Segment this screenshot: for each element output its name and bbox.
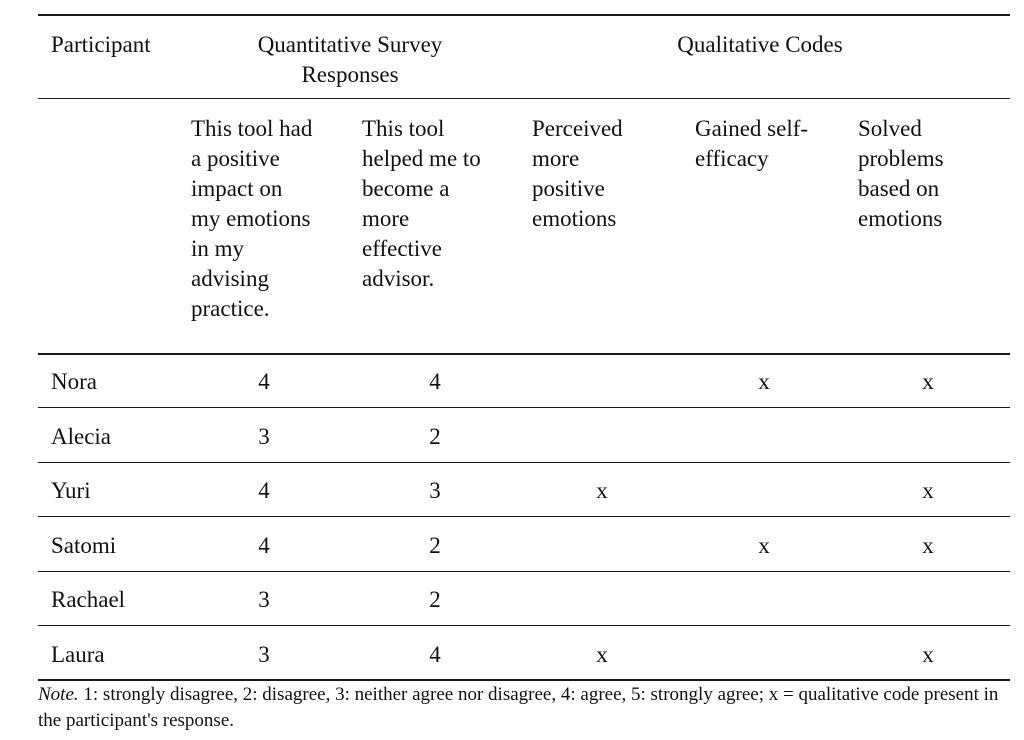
cell-code-self-efficacy: x <box>758 369 770 394</box>
cell-q2: 3 <box>429 478 441 503</box>
cell-q1: 3 <box>258 424 270 449</box>
row-name: Rachael <box>51 587 126 612</box>
note-text: 1: strongly disagree, 2: disagree, 3: ne… <box>38 684 999 731</box>
cell-q1: 4 <box>258 533 270 558</box>
row-name: Yuri <box>51 478 91 503</box>
row-name: Laura <box>51 642 105 667</box>
subheader-perceived-positive-emotions: Perceived more positive emotions <box>532 116 623 231</box>
table-top-rule <box>38 14 1010 16</box>
header-rule <box>38 98 1010 99</box>
subheader-effective-advisor: This tool helped me to become a more eff… <box>362 116 481 291</box>
cell-q1: 4 <box>258 478 270 503</box>
row-rule <box>38 462 1010 463</box>
cell-code-positive-emotions: x <box>596 478 608 503</box>
note-label: Note. <box>38 684 79 705</box>
table-note: Note. 1: strongly disagree, 2: disagree,… <box>38 682 1013 734</box>
header-qualitative-group: Qualitative Codes <box>677 32 843 57</box>
row-rule <box>38 571 1010 572</box>
row-rule <box>38 625 1010 626</box>
cell-code-solved-problems: x <box>922 478 934 503</box>
cell-q2: 2 <box>429 587 441 612</box>
cell-code-solved-problems: x <box>922 642 934 667</box>
row-name: Satomi <box>51 533 117 558</box>
subheader-solved-problems: Solved problems based on emotions <box>858 116 944 231</box>
subheader-positive-impact: This tool had a positive impact on my em… <box>191 116 313 321</box>
header-participant: Participant <box>51 32 151 57</box>
cell-code-solved-problems: x <box>922 369 934 394</box>
cell-code-self-efficacy: x <box>758 533 770 558</box>
subheader-rule <box>38 353 1010 355</box>
cell-q2: 2 <box>429 424 441 449</box>
row-name: Nora <box>51 369 97 394</box>
cell-q1: 4 <box>258 369 270 394</box>
row-name: Alecia <box>51 424 112 449</box>
cell-code-solved-problems: x <box>922 533 934 558</box>
cell-q1: 3 <box>258 587 270 612</box>
cell-code-positive-emotions: x <box>596 642 608 667</box>
subheader-gained-self-efficacy: Gained self- efficacy <box>695 116 809 171</box>
cell-q2: 2 <box>429 533 441 558</box>
table-bottom-rule <box>38 679 1010 681</box>
cell-q1: 3 <box>258 642 270 667</box>
row-rule <box>38 516 1010 517</box>
row-rule <box>38 407 1010 408</box>
header-quantitative-group: Quantitative Survey Responses <box>257 32 443 87</box>
cell-q2: 4 <box>429 642 441 667</box>
cell-q2: 4 <box>429 369 441 394</box>
